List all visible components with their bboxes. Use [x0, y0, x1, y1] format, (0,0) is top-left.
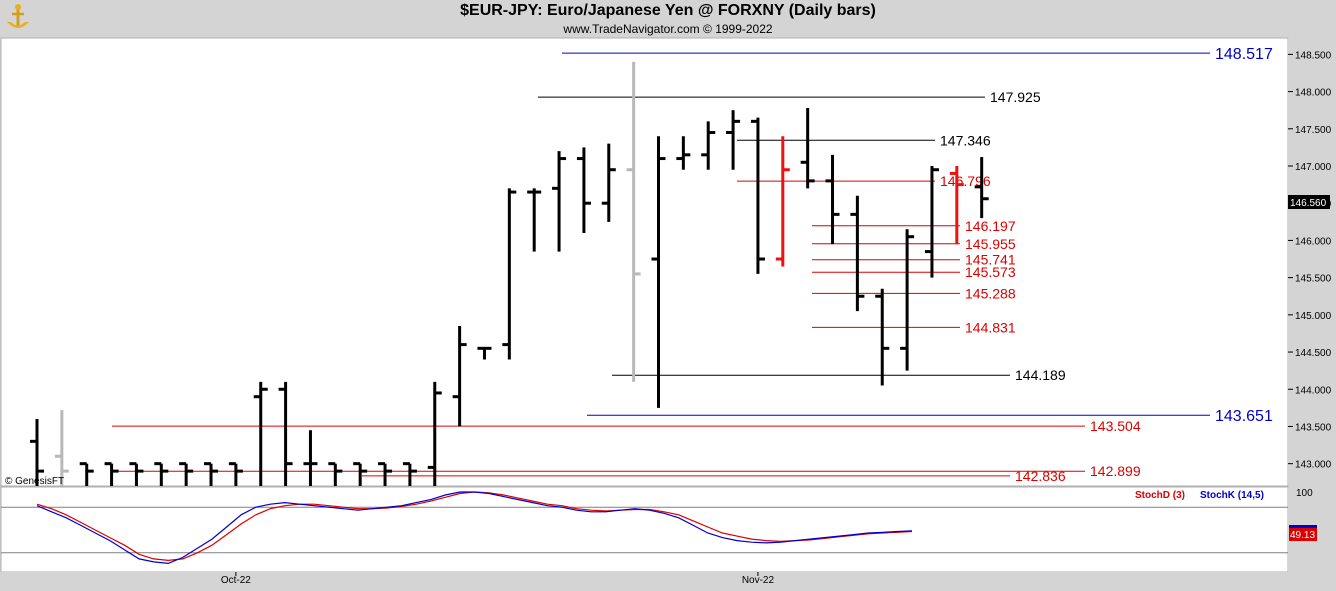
indicator-panel — [0, 486, 1289, 573]
ohlc-bar — [775, 136, 790, 267]
level-label: 143.504 — [1090, 418, 1141, 434]
last-price-box — [1288, 195, 1330, 209]
ohlc-bar — [676, 136, 691, 170]
level-label: 142.899 — [1090, 463, 1141, 479]
ohlc-bar — [825, 154, 840, 245]
price-tick-label: 147.500 — [1295, 125, 1332, 136]
level-label: 144.189 — [1015, 367, 1066, 383]
ohlc-bar — [378, 462, 393, 486]
level-label: 148.517 — [1215, 46, 1273, 63]
ohlc-bar — [651, 136, 666, 408]
legend-stoch-d: StochD (3) — [1135, 490, 1185, 501]
level-label: 146.796 — [940, 173, 991, 189]
price-tick-label: 143.000 — [1295, 460, 1332, 471]
trade-navigator-logo-icon — [2, 2, 34, 34]
ohlc-bar — [328, 462, 343, 486]
level-label: 145.573 — [965, 264, 1016, 280]
price-tick-label: 144.000 — [1295, 385, 1332, 396]
price-tick-label: 148.000 — [1295, 88, 1332, 99]
ohlc-bar — [303, 430, 318, 486]
date-axis — [0, 572, 1336, 591]
watermark: © GenesisFT — [5, 476, 64, 487]
price-tick-label: 145.500 — [1295, 274, 1332, 285]
ohlc-bar — [427, 381, 442, 486]
chart-title: $EUR-JPY: Euro/Japanese Yen @ FORXNY (Da… — [460, 2, 876, 19]
ohlc-bar — [402, 462, 417, 486]
price-tick-label: 144.500 — [1295, 348, 1332, 359]
ohlc-bar — [502, 188, 517, 360]
level-label: 142.836 — [1015, 468, 1066, 484]
price-tick-label: 143.500 — [1295, 422, 1332, 433]
ohlc-bar — [850, 195, 865, 312]
ohlc-bar — [750, 117, 765, 274]
level-label: 145.955 — [965, 236, 1016, 252]
ohlc-bar — [800, 107, 815, 189]
ohlc-bar — [875, 288, 890, 386]
date-tick-label: Oct-22 — [221, 575, 251, 586]
price-levels: 148.517 147.925 147.346 146.796 146.197 145.9… — [112, 46, 1273, 484]
price-tick-label: 148.500 — [1295, 50, 1332, 61]
date-tick-label: Nov-22 — [742, 575, 775, 586]
indicator-last-value-box — [1289, 527, 1317, 541]
ohlc-bar — [900, 229, 915, 371]
ohlc-bar — [701, 121, 716, 170]
date-axis-labels: Oct-22 Nov-22 — [221, 572, 775, 586]
ohlc-bar — [626, 61, 641, 382]
ohlc-bar — [79, 462, 94, 486]
level-label: 145.741 — [965, 252, 1016, 268]
level-label: 144.831 — [965, 319, 1016, 335]
ohlc-bar — [54, 410, 69, 486]
ohlc-bar — [949, 166, 964, 245]
ohlc-bar — [974, 157, 989, 219]
ohlc-bar — [477, 346, 492, 360]
price-tick-label: 146.000 — [1295, 236, 1332, 247]
price-tick-label: 147.000 — [1295, 162, 1332, 173]
chart-subtitle: www.TradeNavigator.com © 1999-2022 — [563, 22, 773, 36]
ohlc-bar — [278, 381, 293, 486]
price-panel — [0, 37, 1289, 487]
ohlc-bar — [179, 462, 194, 486]
level-label: 146.197 — [965, 218, 1016, 234]
ohlc-bar — [552, 151, 567, 252]
last-price-label: 146.560 — [1290, 198, 1327, 209]
level-label: 143.651 — [1215, 408, 1273, 425]
ohlc-bar — [353, 462, 368, 486]
price-axis — [1288, 38, 1336, 486]
ohlc-bar — [154, 462, 169, 486]
ohlc-bar — [104, 462, 119, 486]
level-label: 145.288 — [965, 285, 1016, 301]
ohlc-bar — [527, 188, 542, 252]
price-axis-ticks: 148.500148.000147.500147.000146.500146.0… — [1288, 50, 1332, 471]
ohlc-bar — [726, 110, 741, 170]
ohlc-bar — [576, 147, 591, 233]
ohlc-bar — [253, 381, 268, 486]
ohlc-bar — [924, 166, 939, 278]
ohlc-bar — [204, 462, 219, 486]
price-bars — [30, 61, 989, 486]
ohlc-bar — [129, 462, 144, 486]
level-label: 147.346 — [940, 132, 991, 148]
stochastic-lines — [1, 491, 1288, 565]
ohlc-bar — [228, 462, 243, 486]
level-label: 147.925 — [990, 89, 1041, 105]
ohlc-bar — [30, 419, 44, 486]
indicator-last-value: 49.13 — [1290, 530, 1315, 541]
legend-stoch-k: StochK (14,5) — [1200, 490, 1264, 501]
ohlc-bar — [452, 326, 467, 427]
indicator-last-value-marker — [1289, 525, 1317, 528]
ohlc-bar — [601, 143, 616, 222]
stoch-k-line — [36, 491, 913, 565]
price-tick-label: 145.000 — [1295, 311, 1332, 322]
indicator-tick-100: 100 — [1296, 488, 1313, 499]
